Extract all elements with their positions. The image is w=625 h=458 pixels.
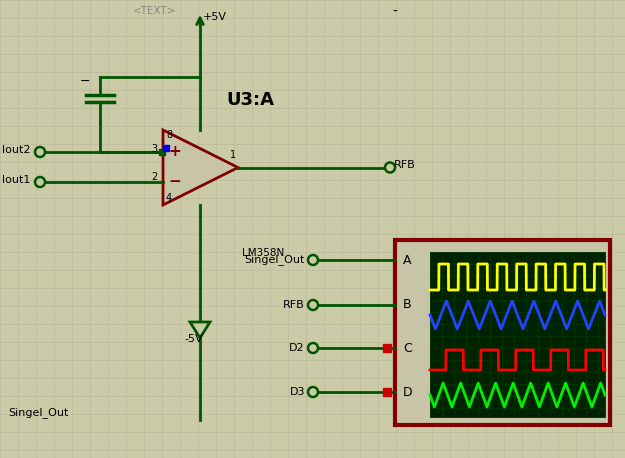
Text: <TEXT>: <TEXT> [133,6,177,16]
FancyBboxPatch shape [430,252,605,417]
Polygon shape [190,322,210,338]
Text: B: B [403,299,412,311]
Text: 8: 8 [166,130,172,140]
Text: Singel_Out: Singel_Out [244,255,305,266]
FancyBboxPatch shape [395,240,610,425]
Text: −: − [80,75,91,88]
Text: -: - [392,5,398,19]
Text: lout2: lout2 [2,145,31,155]
Text: U3:A: U3:A [226,91,274,109]
Text: +5V: +5V [203,12,227,22]
Text: 2: 2 [151,172,158,182]
Text: RFB: RFB [283,300,305,310]
Text: D2: D2 [289,343,305,353]
Text: A: A [403,253,411,267]
Polygon shape [163,130,238,205]
Text: 4: 4 [166,193,172,203]
Text: 1: 1 [230,149,236,159]
Text: Singel_Out: Singel_Out [8,407,68,418]
Text: D: D [403,386,412,398]
Text: 3: 3 [151,144,157,154]
Text: +: + [169,145,181,159]
Text: -5V: -5V [184,334,203,344]
Text: lout1: lout1 [2,175,31,185]
Text: LM358N: LM358N [242,248,284,258]
Text: −: − [169,174,181,190]
Text: D3: D3 [289,387,305,397]
Text: C: C [403,342,412,354]
Text: RFB: RFB [394,160,416,170]
